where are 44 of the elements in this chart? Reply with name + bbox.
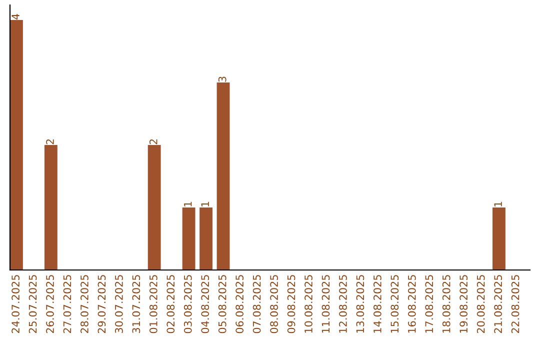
- x-tick-label: 27.07.2025: [63, 275, 72, 334]
- x-tick-label: 18.08.2025: [442, 275, 450, 333]
- x-tick-label: 10.08.2025: [304, 275, 312, 333]
- bar: [182, 208, 196, 270]
- bar: [148, 145, 161, 270]
- x-tick-label: 09.08.2025: [287, 275, 296, 334]
- x-tick-label: 13.08.2025: [356, 275, 364, 333]
- x-tick-label: 02.08.2025: [166, 275, 175, 334]
- x-tick-label: 30.07.2025: [115, 275, 123, 334]
- x-tick-label: 03.08.2025: [184, 275, 192, 334]
- x-tick-label: 04.08.2025: [201, 275, 210, 334]
- bar: [492, 208, 506, 270]
- x-tick-label: 21.08.2025: [494, 275, 502, 334]
- x-tick-label: 29.07.2025: [98, 275, 106, 334]
- x-tick-label: 12.08.2025: [339, 275, 347, 333]
- x-tick-label: 07.08.2025: [252, 275, 261, 334]
- x-tick-label: 05.08.2025: [218, 275, 226, 334]
- bar: [216, 82, 230, 270]
- x-tick-label: 28.07.2025: [80, 275, 88, 334]
- data-label: 1: [184, 202, 192, 206]
- x-tick-label: 31.07.2025: [132, 275, 140, 334]
- bar: [200, 208, 212, 270]
- bar: [44, 145, 58, 270]
- x-tick-label: 20.08.2025: [476, 275, 485, 334]
- x-tick-label: 22.08.2025: [511, 275, 520, 334]
- x-tick-label: 25.07.2025: [28, 275, 37, 334]
- data-label: 4: [12, 14, 20, 20]
- x-tick-label: 19.08.2025: [460, 275, 468, 333]
- x-tick-label: 16.08.2025: [408, 275, 416, 333]
- x-tick-label: 08.08.2025: [270, 275, 278, 334]
- bar: [10, 20, 23, 270]
- data-label: 3: [218, 76, 226, 82]
- data-label: 2: [149, 139, 158, 144]
- x-tick-label: 17.08.2025: [425, 275, 434, 333]
- data-label: 1: [494, 202, 502, 206]
- x-tick-label: 06.08.2025: [236, 275, 244, 334]
- x-tick-label: 14.08.2025: [373, 275, 382, 333]
- data-label: 1: [201, 202, 209, 206]
- x-tick-label: 11.08.2025: [322, 275, 330, 333]
- x-tick-label: 24.07.2025: [12, 275, 20, 334]
- x-tick-label: 15.08.2025: [390, 275, 399, 333]
- x-tick-label: 01.08.2025: [149, 275, 158, 334]
- data-label: 2: [46, 139, 54, 144]
- x-tick-label: 26.07.2025: [46, 275, 54, 334]
